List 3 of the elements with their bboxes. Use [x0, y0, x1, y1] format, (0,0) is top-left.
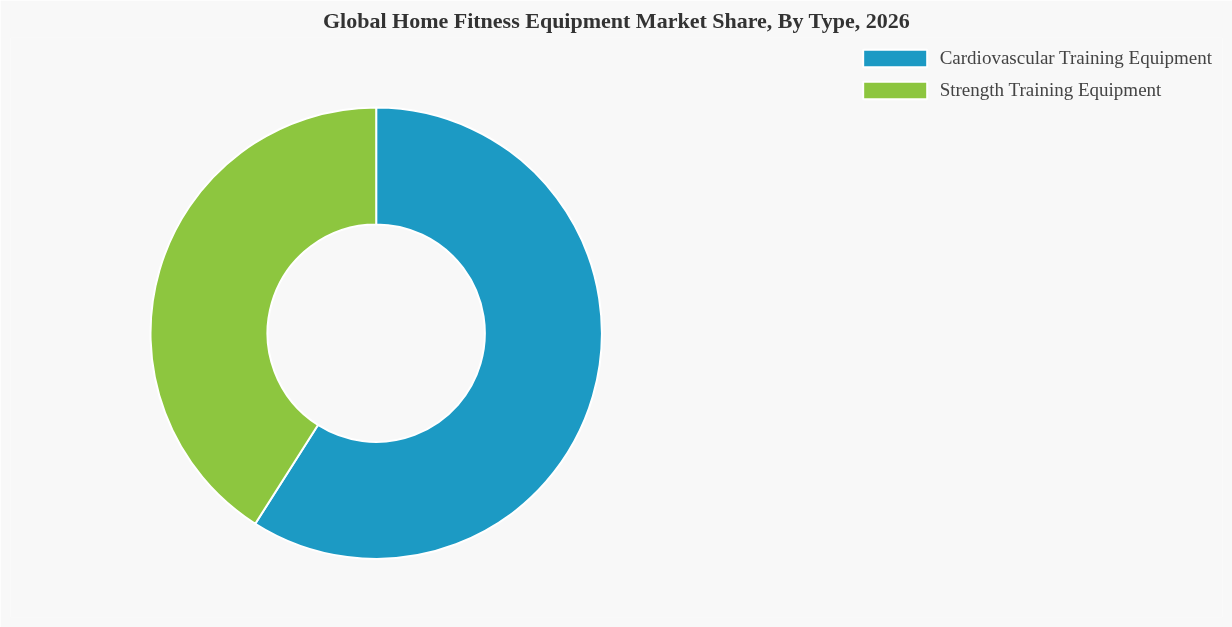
legend-label: Strength Training Equipment — [939, 79, 1162, 101]
chart-title: Global Home Fitness Equipment Market Share, By Type, 2026 — [322, 7, 910, 33]
legend-label: Cardiovascular Training Equipment — [939, 47, 1212, 69]
